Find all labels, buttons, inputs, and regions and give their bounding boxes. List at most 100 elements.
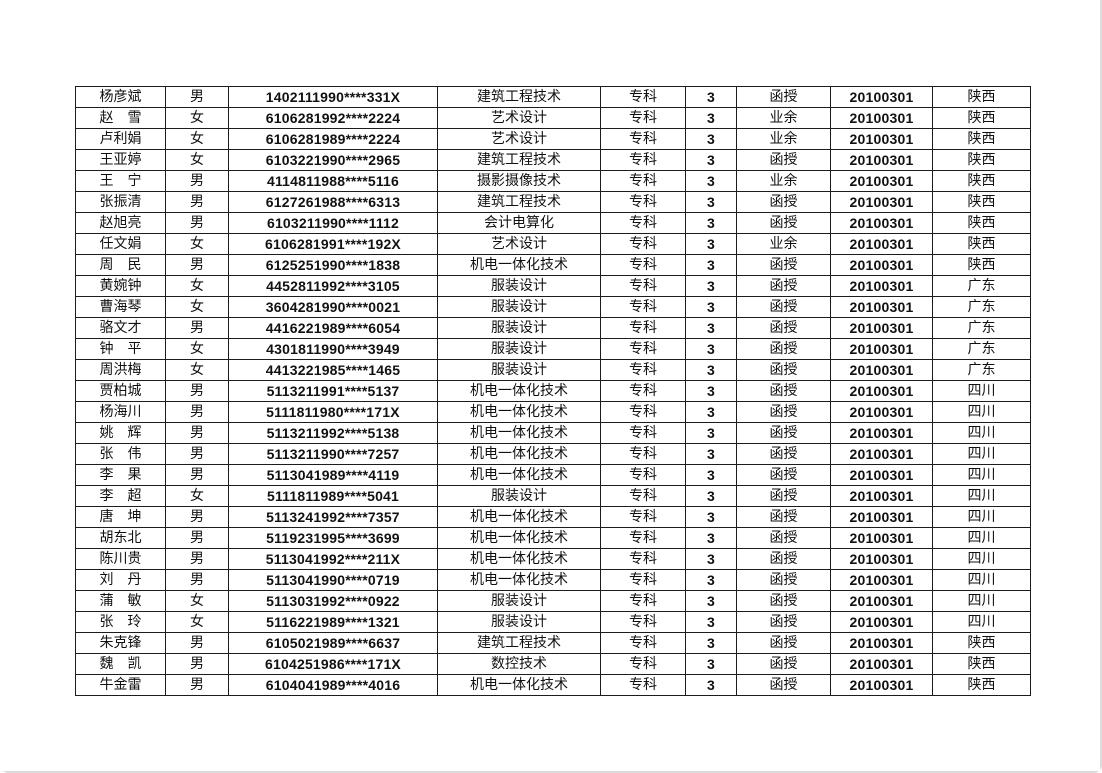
cell-level: 专科 <box>600 611 686 633</box>
cell-level: 专科 <box>600 254 686 276</box>
cell-study-form: 函授 <box>736 674 831 696</box>
cell-level: 专科 <box>600 170 686 192</box>
cell-province: 四川 <box>932 464 1031 486</box>
cell-level: 专科 <box>600 275 686 297</box>
cell-id-number: 4114811988****5116 <box>228 170 438 192</box>
cell-enroll-date: 20100301 <box>830 296 933 318</box>
cell-name: 张 伟 <box>75 443 166 465</box>
cell-id-number: 6105021989****6637 <box>228 632 438 654</box>
cell-duration: 3 <box>685 590 737 612</box>
cell-enroll-date: 20100301 <box>830 86 933 108</box>
cell-province: 陕西 <box>932 170 1031 192</box>
cell-province: 陕西 <box>932 86 1031 108</box>
cell-name: 胡东北 <box>75 527 166 549</box>
cell-duration: 3 <box>685 653 737 675</box>
table-row: 赵旭亮 男 6103211990****1112 会计电算化 专科 3 函授 2… <box>75 212 1031 234</box>
cell-major: 数控技术 <box>437 653 601 675</box>
cell-duration: 3 <box>685 422 737 444</box>
table-row: 李 超 女 5111811989****5041 服装设计 专科 3 函授 20… <box>75 485 1031 507</box>
cell-name: 牛金雷 <box>75 674 166 696</box>
cell-gender: 女 <box>165 611 229 633</box>
cell-level: 专科 <box>600 212 686 234</box>
cell-level: 专科 <box>600 380 686 402</box>
cell-id-number: 5113211991****5137 <box>228 380 438 402</box>
cell-province: 四川 <box>932 506 1031 528</box>
cell-study-form: 函授 <box>736 422 831 444</box>
cell-level: 专科 <box>600 653 686 675</box>
cell-name: 曹海琴 <box>75 296 166 318</box>
cell-name: 赵旭亮 <box>75 212 166 234</box>
cell-duration: 3 <box>685 191 737 213</box>
cell-major: 服装设计 <box>437 317 601 339</box>
cell-enroll-date: 20100301 <box>830 128 933 150</box>
cell-major: 建筑工程技术 <box>437 86 601 108</box>
cell-level: 专科 <box>600 107 686 129</box>
cell-enroll-date: 20100301 <box>830 674 933 696</box>
cell-gender: 女 <box>165 296 229 318</box>
cell-province: 广东 <box>932 359 1031 381</box>
cell-duration: 3 <box>685 464 737 486</box>
cell-level: 专科 <box>600 569 686 591</box>
cell-id-number: 6103211990****1112 <box>228 212 438 234</box>
cell-name: 赵 雪 <box>75 107 166 129</box>
cell-study-form: 函授 <box>736 212 831 234</box>
table-row: 张振清 男 6127261988****6313 建筑工程技术 专科 3 函授 … <box>75 191 1031 213</box>
cell-level: 专科 <box>600 443 686 465</box>
cell-study-form: 函授 <box>736 338 831 360</box>
cell-province: 四川 <box>932 380 1031 402</box>
cell-id-number: 5111811980****171X <box>228 401 438 423</box>
cell-province: 四川 <box>932 422 1031 444</box>
cell-major: 艺术设计 <box>437 128 601 150</box>
cell-study-form: 函授 <box>736 317 831 339</box>
cell-name: 唐 坤 <box>75 506 166 528</box>
cell-duration: 3 <box>685 128 737 150</box>
cell-study-form: 函授 <box>736 632 831 654</box>
cell-name: 魏 凯 <box>75 653 166 675</box>
cell-enroll-date: 20100301 <box>830 590 933 612</box>
cell-name: 刘 丹 <box>75 569 166 591</box>
cell-name: 周 民 <box>75 254 166 276</box>
cell-gender: 男 <box>165 569 229 591</box>
cell-gender: 男 <box>165 422 229 444</box>
cell-enroll-date: 20100301 <box>830 401 933 423</box>
cell-name: 黄婉钟 <box>75 275 166 297</box>
student-table-body: 杨彦斌 男 1402111990****331X 建筑工程技术 专科 3 函授 … <box>75 86 1031 696</box>
cell-province: 四川 <box>932 485 1031 507</box>
cell-gender: 男 <box>165 380 229 402</box>
cell-name: 任文娟 <box>75 233 166 255</box>
cell-major: 机电一体化技术 <box>437 506 601 528</box>
cell-level: 专科 <box>600 317 686 339</box>
cell-id-number: 6106281989****2224 <box>228 128 438 150</box>
table-row: 骆文才 男 4416221989****6054 服装设计 专科 3 函授 20… <box>75 317 1031 339</box>
cell-duration: 3 <box>685 548 737 570</box>
cell-study-form: 函授 <box>736 653 831 675</box>
cell-province: 四川 <box>932 590 1031 612</box>
cell-enroll-date: 20100301 <box>830 443 933 465</box>
table-row: 蒲 敏 女 5113031992****0922 服装设计 专科 3 函授 20… <box>75 590 1031 612</box>
cell-enroll-date: 20100301 <box>830 464 933 486</box>
cell-name: 张振清 <box>75 191 166 213</box>
cell-study-form: 函授 <box>736 380 831 402</box>
cell-gender: 男 <box>165 464 229 486</box>
cell-id-number: 6106281991****192X <box>228 233 438 255</box>
cell-study-form: 函授 <box>736 548 831 570</box>
cell-major: 服装设计 <box>437 338 601 360</box>
cell-id-number: 5113031992****0922 <box>228 590 438 612</box>
cell-gender: 女 <box>165 590 229 612</box>
cell-level: 专科 <box>600 233 686 255</box>
cell-duration: 3 <box>685 233 737 255</box>
cell-duration: 3 <box>685 485 737 507</box>
cell-id-number: 5113241992****7357 <box>228 506 438 528</box>
cell-duration: 3 <box>685 380 737 402</box>
cell-level: 专科 <box>600 674 686 696</box>
table-row: 陈川贵 男 5113041992****211X 机电一体化技术 专科 3 函授… <box>75 548 1031 570</box>
cell-province: 陕西 <box>932 653 1031 675</box>
cell-enroll-date: 20100301 <box>830 191 933 213</box>
cell-major: 建筑工程技术 <box>437 149 601 171</box>
cell-gender: 女 <box>165 275 229 297</box>
cell-name: 贾柏城 <box>75 380 166 402</box>
cell-province: 陕西 <box>932 632 1031 654</box>
cell-study-form: 函授 <box>736 86 831 108</box>
table-row: 牛金雷 男 6104041989****4016 机电一体化技术 专科 3 函授… <box>75 674 1031 696</box>
